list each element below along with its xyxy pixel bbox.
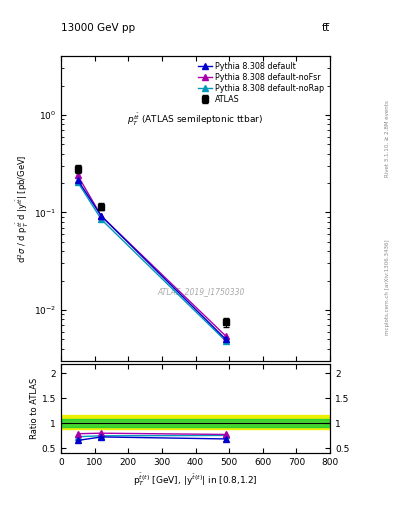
X-axis label: p$^{\bar{t}(t)}_T$ [GeV], |y$^{\bar{t}(t)}$| in [0.8,1.2]: p$^{\bar{t}(t)}_T$ [GeV], |y$^{\bar{t}(t… [133, 471, 258, 488]
Text: ATLAS_2019_I1750330: ATLAS_2019_I1750330 [157, 287, 244, 296]
Y-axis label: d$^2\sigma$ / d p$^{t\bar{t}}_T$ d |y$^{t\bar{t}}$| [pb/GeV]: d$^2\sigma$ / d p$^{t\bar{t}}_T$ d |y$^{… [15, 155, 31, 263]
Line: Pythia 8.308 default-noRap: Pythia 8.308 default-noRap [75, 179, 229, 344]
Text: $p_T^{t\bar{t}}$ (ATLAS semileptonic ttbar): $p_T^{t\bar{t}}$ (ATLAS semileptonic ttb… [127, 112, 264, 128]
Pythia 8.308 default-noFsr [224, 333, 228, 339]
Pythia 8.308 default [99, 213, 104, 219]
Text: 13000 GeV pp: 13000 GeV pp [61, 23, 135, 33]
Pythia 8.308 default-noFsr [99, 213, 104, 219]
Bar [61, 419, 330, 426]
Text: mcplots.cern.ch [arXiv:1306.3436]: mcplots.cern.ch [arXiv:1306.3436] [385, 239, 389, 334]
Pythia 8.308 default [75, 177, 80, 183]
Line: Pythia 8.308 default-noFsr: Pythia 8.308 default-noFsr [75, 173, 229, 339]
Y-axis label: Ratio to ATLAS: Ratio to ATLAS [30, 378, 39, 439]
Legend: Pythia 8.308 default, Pythia 8.308 default-noFsr, Pythia 8.308 default-noRap, AT: Pythia 8.308 default, Pythia 8.308 defau… [196, 60, 326, 105]
Bar [61, 415, 330, 430]
Text: Rivet 3.1.10, ≥ 2.8M events: Rivet 3.1.10, ≥ 2.8M events [385, 100, 389, 177]
Pythia 8.308 default-noRap [224, 338, 228, 344]
Line: Pythia 8.308 default: Pythia 8.308 default [75, 177, 229, 342]
Text: tt̅: tt̅ [322, 23, 330, 33]
Pythia 8.308 default-noRap [99, 216, 104, 222]
Pythia 8.308 default [224, 336, 228, 343]
Pythia 8.308 default-noRap [75, 179, 80, 185]
Pythia 8.308 default-noFsr [75, 173, 80, 179]
